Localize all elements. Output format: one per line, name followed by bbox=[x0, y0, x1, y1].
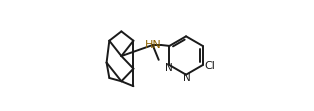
Text: HN: HN bbox=[145, 40, 162, 50]
Text: N: N bbox=[183, 73, 191, 83]
Text: Cl: Cl bbox=[204, 61, 215, 71]
Text: N: N bbox=[165, 63, 173, 73]
